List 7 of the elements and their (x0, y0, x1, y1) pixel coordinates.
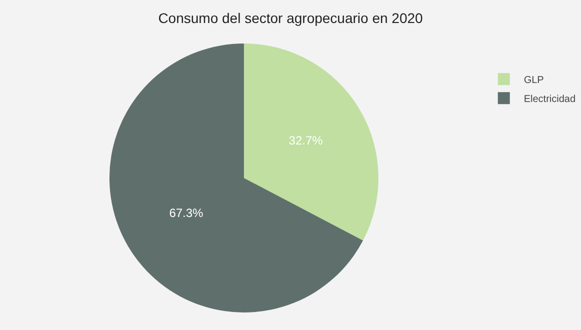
data-label: 67.3% (169, 206, 204, 220)
data-label: 32.7% (288, 134, 324, 148)
legend-label: GLP (524, 75, 544, 86)
pie-slice (244, 44, 378, 241)
legend-label: Electricidad (524, 94, 576, 105)
chart-title: Consumo del sector agropecuario en 2020 (158, 10, 424, 26)
pie-slice (110, 44, 363, 312)
